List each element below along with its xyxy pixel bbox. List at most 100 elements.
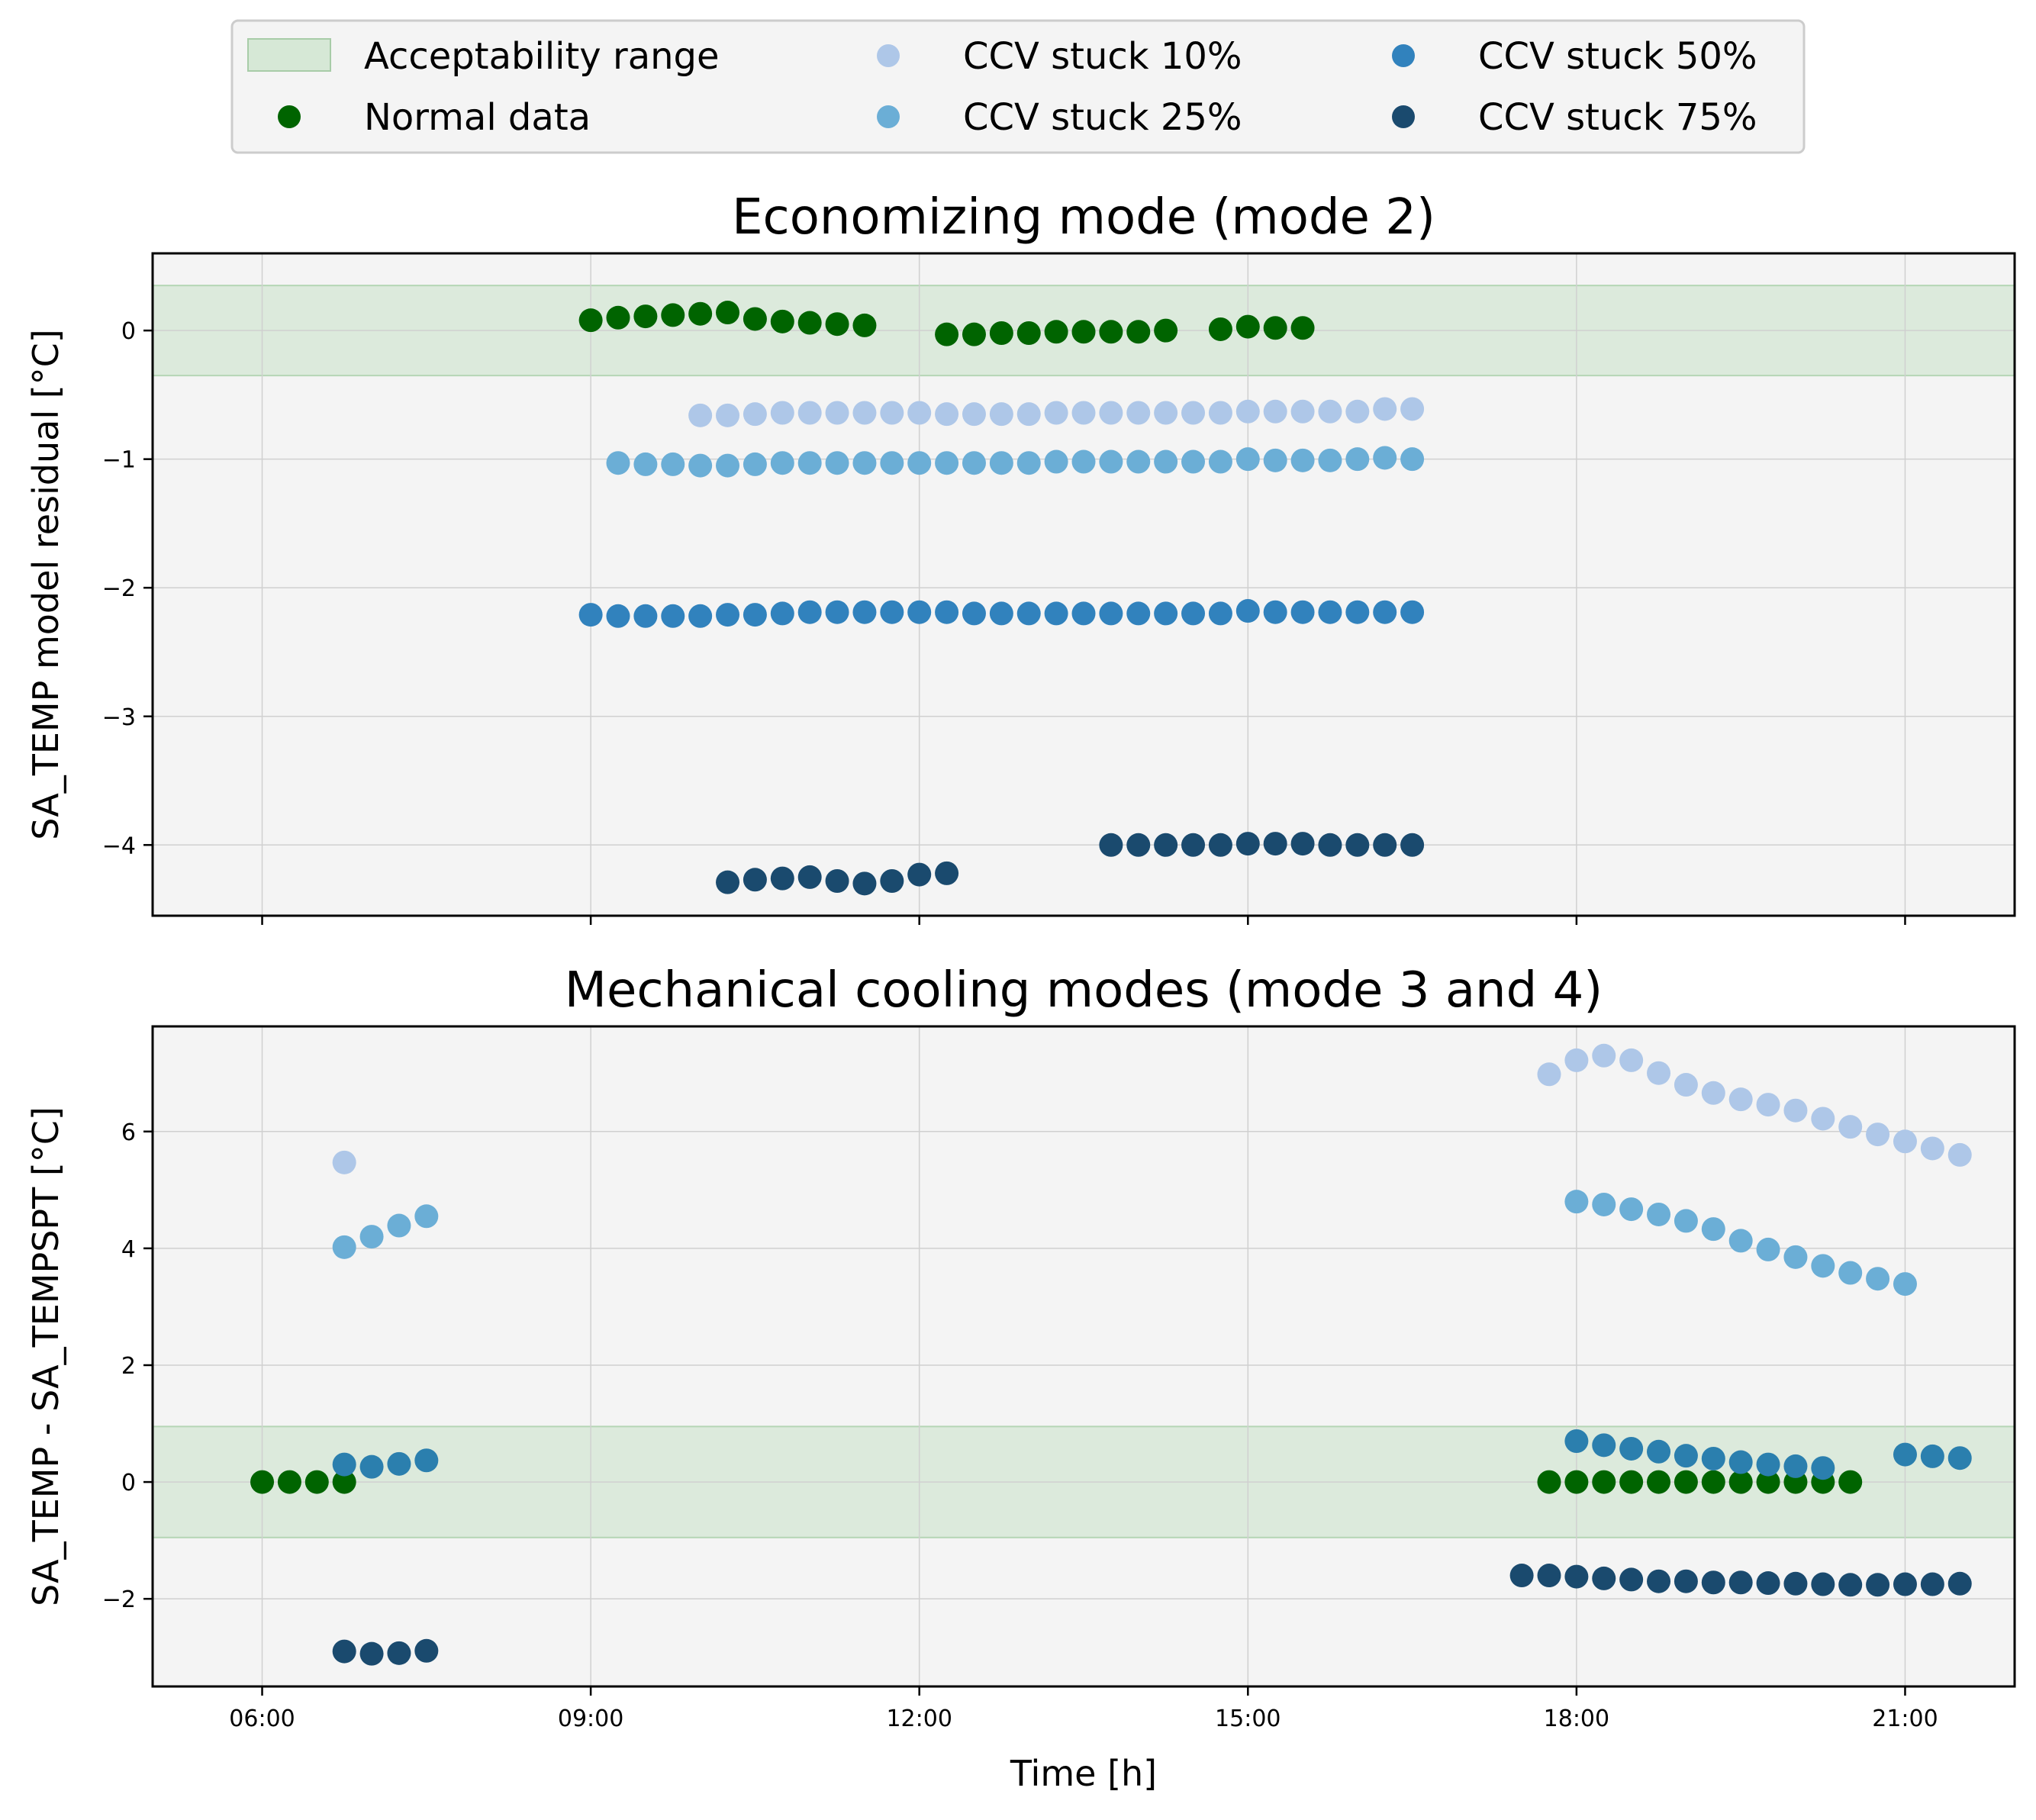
data-point [1016, 402, 1041, 427]
data-point [606, 604, 630, 628]
data-point [1208, 317, 1232, 341]
data-point [1099, 401, 1123, 425]
series-ccv-stuck-75 [332, 1564, 1972, 1666]
data-point [1263, 448, 1287, 472]
data-point [1701, 1570, 1725, 1595]
data-point [1647, 1202, 1671, 1226]
legend-label: Normal data [364, 96, 591, 139]
data-point [825, 312, 849, 337]
data-point [1126, 449, 1151, 474]
data-point [414, 1638, 439, 1663]
data-point [332, 1150, 356, 1174]
data-point [1783, 1245, 1808, 1269]
data-point [661, 452, 685, 476]
data-point [797, 865, 822, 889]
data-point [1811, 1572, 1835, 1596]
data-point [1783, 1454, 1808, 1478]
data-point [1811, 1106, 1835, 1131]
data-point [1235, 599, 1260, 623]
y-tick-label: −2 [102, 1586, 136, 1613]
data-point [1647, 1439, 1671, 1464]
x-tick-label: 18:00 [1544, 1706, 1609, 1732]
data-point [907, 862, 932, 887]
data-point [1728, 1570, 1753, 1595]
data-point [1345, 399, 1370, 424]
data-point [1071, 401, 1096, 425]
data-point [387, 1213, 411, 1238]
data-point [797, 311, 822, 335]
data-point [1592, 1470, 1616, 1494]
data-point [1373, 397, 1397, 421]
series-ccv-stuck-50 [578, 599, 1425, 628]
data-point [743, 603, 767, 627]
data-point [880, 600, 904, 624]
data-point [1290, 399, 1315, 424]
data-point [1235, 447, 1260, 472]
data-point [1126, 601, 1151, 626]
data-point [1920, 1444, 1944, 1468]
data-point [1290, 316, 1315, 340]
data-point [1373, 600, 1397, 624]
data-point [1920, 1136, 1944, 1161]
data-point [1208, 601, 1232, 626]
legend-label: CCV stuck 25% [963, 96, 1242, 139]
data-point [1154, 833, 1178, 857]
data-point [661, 303, 685, 327]
x-tick-label: 06:00 [229, 1706, 295, 1732]
data-point [1783, 1571, 1808, 1596]
data-point [797, 401, 822, 425]
data-point [962, 402, 986, 427]
data-point [797, 451, 822, 475]
data-point [1400, 447, 1425, 472]
legend-label: CCV stuck 75% [1478, 96, 1757, 139]
axes-frame [151, 252, 2016, 917]
data-point [1838, 1573, 1863, 1597]
y-tick-label: 4 [121, 1236, 136, 1263]
data-point [1318, 399, 1342, 424]
data-point [962, 451, 986, 475]
data-point [1373, 833, 1397, 857]
data-point [852, 451, 877, 475]
data-point [1345, 833, 1370, 857]
data-point [1947, 1571, 1972, 1596]
y-tick-label: 0 [121, 318, 136, 345]
data-point [1701, 1446, 1725, 1470]
data-point [1728, 1087, 1753, 1112]
data-point [1126, 833, 1151, 857]
data-point [578, 308, 603, 333]
subplot-2: 6 4 2 0 −2 06:00 09:00 12:00 15:00 18:00 21:00 Mech… [25, 962, 2016, 1732]
data-point [1866, 1573, 1890, 1597]
data-point [1263, 316, 1287, 340]
data-point [1154, 318, 1178, 343]
data-point [1619, 1048, 1644, 1072]
data-point [1154, 449, 1178, 474]
data-point [1263, 832, 1287, 856]
data-point [852, 313, 877, 337]
data-point [880, 401, 904, 425]
data-point [1400, 600, 1425, 624]
y-tick-label: 2 [121, 1353, 136, 1380]
series-ccv-stuck-25 [332, 1190, 1917, 1297]
data-point [1537, 1062, 1561, 1087]
data-point [1235, 832, 1260, 856]
data-point [1728, 1470, 1753, 1494]
data-point [1619, 1197, 1644, 1222]
data-point [1811, 1456, 1835, 1480]
data-point [633, 452, 658, 476]
data-point [1893, 1442, 1917, 1467]
data-point [1235, 314, 1260, 339]
data-point [797, 600, 822, 624]
data-point [1400, 833, 1425, 857]
data-point [852, 401, 877, 425]
data-point [1044, 401, 1068, 425]
data-point [1318, 448, 1342, 472]
y-tick-label: −2 [102, 575, 136, 602]
data-point [1619, 1470, 1644, 1494]
data-point [1181, 601, 1206, 626]
legend-marker [278, 105, 301, 128]
data-point [387, 1451, 411, 1476]
data-point [1044, 601, 1068, 626]
data-point [1674, 1470, 1698, 1494]
data-point [1592, 1043, 1616, 1068]
data-point [359, 1641, 384, 1666]
